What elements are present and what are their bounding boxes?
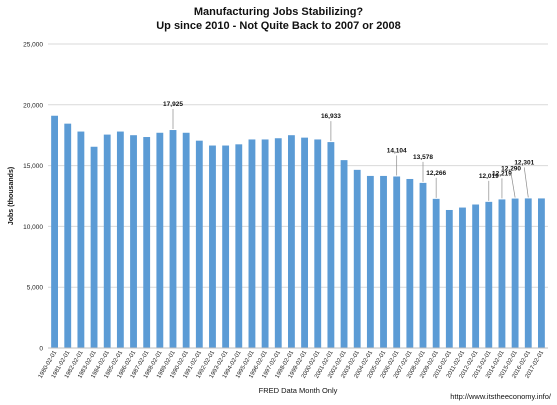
bar	[327, 142, 335, 348]
bar	[222, 145, 230, 348]
data-label: 12,019	[479, 173, 499, 180]
bar	[419, 182, 427, 348]
bar	[393, 176, 401, 348]
bar	[103, 134, 111, 348]
bar	[353, 169, 361, 348]
bar	[182, 132, 190, 348]
bar	[274, 138, 282, 348]
data-label: 12,219	[492, 170, 512, 177]
bar	[314, 139, 322, 348]
y-tick-label: 0	[39, 346, 43, 353]
bar	[301, 137, 308, 348]
bar	[209, 145, 216, 348]
y-tick-label: 25,000	[23, 42, 43, 49]
bar	[340, 160, 348, 348]
bar	[143, 137, 151, 348]
bar	[77, 131, 85, 348]
data-label: 17,925	[163, 101, 183, 108]
y-tick-label: 10,000	[23, 224, 43, 231]
bar	[445, 209, 453, 348]
data-label: 13,578	[413, 154, 433, 161]
bar	[261, 139, 269, 348]
y-tick-label: 20,000	[23, 102, 43, 109]
source-note: http://www.itstheeconomy.info/	[450, 392, 551, 401]
bar	[248, 139, 256, 348]
chart-title: Manufacturing Jobs Stabilizing?	[193, 6, 364, 18]
bar	[459, 207, 466, 348]
bar	[538, 198, 545, 348]
bar	[288, 135, 295, 348]
data-label: 14,104	[387, 147, 407, 154]
data-label-leader	[523, 167, 529, 198]
bar	[169, 130, 177, 348]
data-label: 12,266	[426, 170, 446, 177]
bar	[472, 204, 480, 348]
bar	[195, 140, 203, 348]
data-label: 16,933	[321, 113, 341, 120]
bar	[366, 175, 374, 348]
y-tick-label: 5,000	[27, 285, 44, 292]
bar	[406, 178, 414, 348]
bar	[90, 146, 98, 348]
bar	[511, 198, 519, 348]
bar	[235, 144, 243, 348]
bar	[498, 199, 506, 348]
data-label: 12,290	[501, 166, 521, 173]
bar	[116, 131, 124, 348]
bar	[380, 175, 387, 348]
bar	[485, 201, 493, 348]
bar	[64, 123, 72, 348]
chart-subtitle: Up since 2010 - Not Quite Back to 2007 o…	[156, 20, 401, 32]
data-label: 12,301	[514, 159, 534, 166]
y-axis-title: Jobs (thousands)	[8, 167, 15, 225]
data-label-leader	[510, 173, 516, 198]
bar	[130, 135, 137, 348]
bar	[524, 198, 532, 348]
y-tick-label: 15,000	[23, 163, 43, 170]
bar	[156, 132, 164, 348]
x-axis-title: FRED Data Month Only	[259, 386, 338, 395]
bar	[51, 115, 58, 348]
bar	[432, 198, 440, 348]
